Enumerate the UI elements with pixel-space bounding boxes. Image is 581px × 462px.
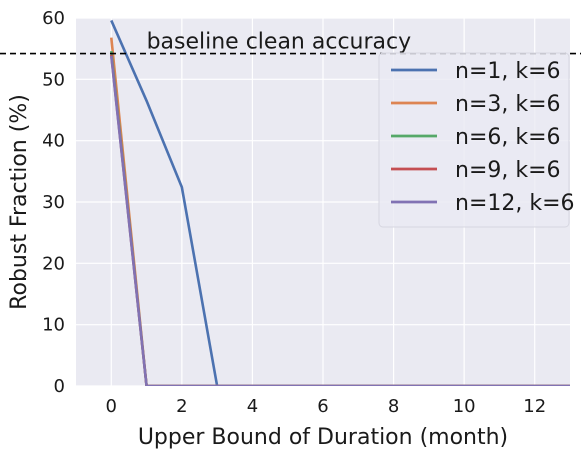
x-tick-label: 0 <box>106 396 117 417</box>
legend-label: n=9, k=6 <box>455 158 561 183</box>
x-tick-label: 12 <box>523 396 546 417</box>
y-tick-label: 50 <box>42 69 65 90</box>
baseline-label: baseline clean accuracy <box>147 30 412 55</box>
series-line-1 <box>110 19 570 386</box>
x-tick-label: 4 <box>247 396 258 417</box>
y-axis-label: Robust Fraction (%) <box>7 94 32 310</box>
y-tick-label: 40 <box>42 131 65 152</box>
y-tick-label: 0 <box>54 376 65 397</box>
y-tick-label: 20 <box>42 253 65 274</box>
series-lines <box>109 19 570 386</box>
x-tick-label: 6 <box>317 396 328 417</box>
x-tick-label: 10 <box>453 396 476 417</box>
legend-label: n=3, k=6 <box>455 92 561 117</box>
y-tick-label: 10 <box>42 315 65 336</box>
y-tick-label: 30 <box>42 192 65 213</box>
legend-box <box>378 52 570 228</box>
y-tick-label: 60 <box>42 8 65 29</box>
legend: n=1, k=6 n=3, k=6 n=6, k=6 n=9, k=6 n=12, k=… <box>378 52 575 228</box>
x-tick-label: 2 <box>176 396 187 417</box>
legend-label: n=1, k=6 <box>455 59 561 84</box>
legend-label: n=12, k=6 <box>455 191 575 216</box>
x-tick-label: 8 <box>388 396 399 417</box>
legend-label: n=6, k=6 <box>455 125 561 150</box>
x-axis-label: Upper Bound of Duration (month) <box>138 425 508 450</box>
y-tick-labels: 0 10 20 30 40 50 60 <box>42 8 65 397</box>
x-tick-labels: 0 2 4 6 8 10 12 <box>106 396 547 417</box>
